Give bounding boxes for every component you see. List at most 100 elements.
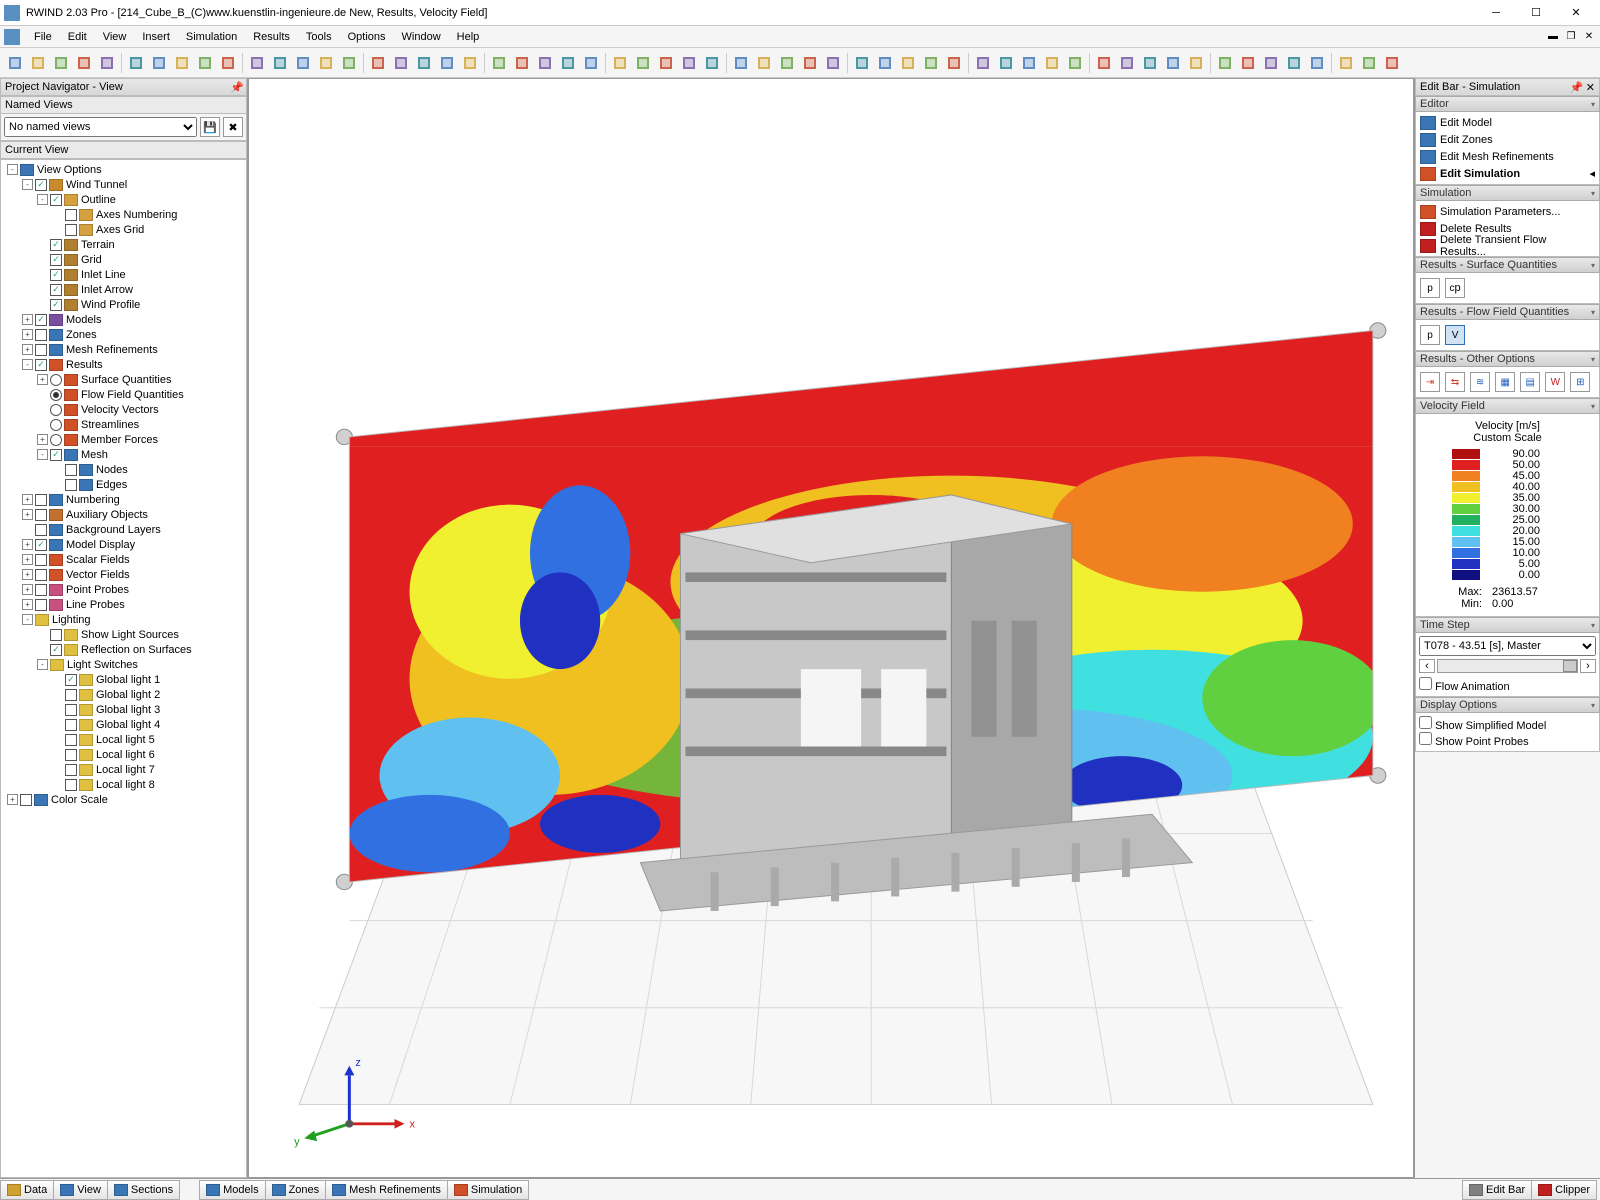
save-view-button[interactable]: 💾 (200, 117, 220, 137)
toolbar-button-14[interactable] (338, 52, 360, 74)
toolbar-button-35[interactable] (851, 52, 873, 74)
toolbar-button-56[interactable] (1358, 52, 1380, 74)
toolbar-button-16[interactable] (390, 52, 412, 74)
toolbar-button-1[interactable] (27, 52, 49, 74)
toolbar-button-28[interactable] (678, 52, 700, 74)
toolbar-button-11[interactable] (269, 52, 291, 74)
tree-node-auxiliary-objects[interactable]: +Auxiliary Objects (3, 507, 244, 522)
tree-node-local-light-7[interactable]: Local light 7 (3, 762, 244, 777)
velocity-field-header[interactable]: Velocity Field▾ (1415, 398, 1600, 414)
toolbar-button-44[interactable] (1064, 52, 1086, 74)
tree-node-velocity-vectors[interactable]: Velocity Vectors (3, 402, 244, 417)
tree-node-member-forces[interactable]: +Member Forces (3, 432, 244, 447)
toolbar-button-31[interactable] (753, 52, 775, 74)
named-views-select[interactable]: No named views (4, 117, 197, 137)
results-other-header[interactable]: Results - Other Options▾ (1415, 351, 1600, 367)
toolbar-button-9[interactable] (217, 52, 239, 74)
timestep-prev-button[interactable]: ‹ (1419, 659, 1435, 673)
status-tab-sections[interactable]: Sections (107, 1180, 180, 1200)
toolbar-button-3[interactable] (73, 52, 95, 74)
toolbar-button-8[interactable] (194, 52, 216, 74)
edit-item-simulation-parameters-[interactable]: Simulation Parameters... (1416, 203, 1599, 220)
tree-node-show-light-sources[interactable]: Show Light Sources (3, 627, 244, 642)
tree-node-wind-profile[interactable]: ✓Wind Profile (3, 297, 244, 312)
menu-results[interactable]: Results (245, 29, 298, 45)
flow-animation-checkbox[interactable] (1419, 677, 1432, 690)
toolbar-button-38[interactable] (920, 52, 942, 74)
toolbar-button-34[interactable] (822, 52, 844, 74)
toolbar-button-2[interactable] (50, 52, 72, 74)
tree-node-flow-field-quantities[interactable]: Flow Field Quantities (3, 387, 244, 402)
status-tab-clipper[interactable]: Clipper (1531, 1180, 1597, 1200)
toolbar-button-37[interactable] (897, 52, 919, 74)
toolbar-button-54[interactable] (1306, 52, 1328, 74)
toolbar-button-49[interactable] (1185, 52, 1207, 74)
toolbar-button-0[interactable] (4, 52, 26, 74)
toolbar-button-4[interactable] (96, 52, 118, 74)
toolbar-button-13[interactable] (315, 52, 337, 74)
close-button[interactable]: ✕ (1556, 1, 1596, 25)
tree-node-inlet-arrow[interactable]: ✓Inlet Arrow (3, 282, 244, 297)
flow-p-button[interactable]: p (1420, 325, 1440, 345)
status-tab-models[interactable]: Models (199, 1180, 265, 1200)
show-probes-checkbox[interactable] (1419, 732, 1432, 745)
tree-node-models[interactable]: +✓Models (3, 312, 244, 327)
toolbar-button-18[interactable] (436, 52, 458, 74)
toolbar-button-15[interactable] (367, 52, 389, 74)
toolbar-button-19[interactable] (459, 52, 481, 74)
tree-node-streamlines[interactable]: Streamlines (3, 417, 244, 432)
other-opt-7[interactable]: ⊞ (1570, 372, 1590, 392)
status-tab-edit-bar[interactable]: Edit Bar (1462, 1180, 1532, 1200)
close-panel-icon[interactable]: ✕ (1586, 81, 1595, 94)
menu-tools[interactable]: Tools (298, 29, 340, 45)
toolbar-button-7[interactable] (171, 52, 193, 74)
timestep-header[interactable]: Time Step▾ (1415, 617, 1600, 633)
toolbar-button-55[interactable] (1335, 52, 1357, 74)
toolbar-button-27[interactable] (655, 52, 677, 74)
status-tab-simulation[interactable]: Simulation (447, 1180, 529, 1200)
menu-simulation[interactable]: Simulation (178, 29, 245, 45)
show-simplified-checkbox[interactable] (1419, 716, 1432, 729)
tree-node-view-options[interactable]: -View Options (3, 162, 244, 177)
tree-node-local-light-5[interactable]: Local light 5 (3, 732, 244, 747)
toolbar-button-45[interactable] (1093, 52, 1115, 74)
tree-node-inlet-line[interactable]: ✓Inlet Line (3, 267, 244, 282)
toolbar-button-33[interactable] (799, 52, 821, 74)
tree-node-point-probes[interactable]: +Point Probes (3, 582, 244, 597)
toolbar-button-24[interactable] (580, 52, 602, 74)
surface-cp-button[interactable]: cp (1445, 278, 1465, 298)
toolbar-button-10[interactable] (246, 52, 268, 74)
toolbar-button-30[interactable] (730, 52, 752, 74)
toolbar-button-57[interactable] (1381, 52, 1403, 74)
flow-v-button[interactable]: V (1445, 325, 1465, 345)
tree-node-reflection-on-surfaces[interactable]: ✓Reflection on Surfaces (3, 642, 244, 657)
tree-node-axes-grid[interactable]: Axes Grid (3, 222, 244, 237)
mdi-minimize-button[interactable]: ▬ (1544, 29, 1562, 45)
delete-view-button[interactable]: ✖ (223, 117, 243, 137)
tree-node-edges[interactable]: Edges (3, 477, 244, 492)
tree-node-lighting[interactable]: -Lighting (3, 612, 244, 627)
menu-file[interactable]: File (26, 29, 60, 45)
toolbar-button-29[interactable] (701, 52, 723, 74)
toolbar-button-43[interactable] (1041, 52, 1063, 74)
tree-node-model-display[interactable]: +✓Model Display (3, 537, 244, 552)
tree-node-outline[interactable]: -✓Outline (3, 192, 244, 207)
tree-node-axes-numbering[interactable]: Axes Numbering (3, 207, 244, 222)
timestep-select[interactable]: T078 - 43.51 [s], Master (1419, 636, 1596, 656)
simulation-section-header[interactable]: Simulation▾ (1415, 185, 1600, 201)
edit-item-delete-transient-flow-results-[interactable]: Delete Transient Flow Results... (1416, 237, 1599, 254)
tree-node-local-light-6[interactable]: Local light 6 (3, 747, 244, 762)
toolbar-button-21[interactable] (511, 52, 533, 74)
status-tab-mesh-refinements[interactable]: Mesh Refinements (325, 1180, 448, 1200)
results-surface-header[interactable]: Results - Surface Quantities▾ (1415, 257, 1600, 273)
toolbar-button-51[interactable] (1237, 52, 1259, 74)
tree-node-light-switches[interactable]: -Light Switches (3, 657, 244, 672)
other-opt-4[interactable]: ▦ (1495, 372, 1515, 392)
surface-p-button[interactable]: p (1420, 278, 1440, 298)
other-opt-1[interactable]: ⇥ (1420, 372, 1440, 392)
tree-node-wind-tunnel[interactable]: -✓Wind Tunnel (3, 177, 244, 192)
tree-node-mesh[interactable]: -✓Mesh (3, 447, 244, 462)
minimize-button[interactable]: ─ (1476, 1, 1516, 25)
toolbar-button-52[interactable] (1260, 52, 1282, 74)
tree-node-terrain[interactable]: ✓Terrain (3, 237, 244, 252)
